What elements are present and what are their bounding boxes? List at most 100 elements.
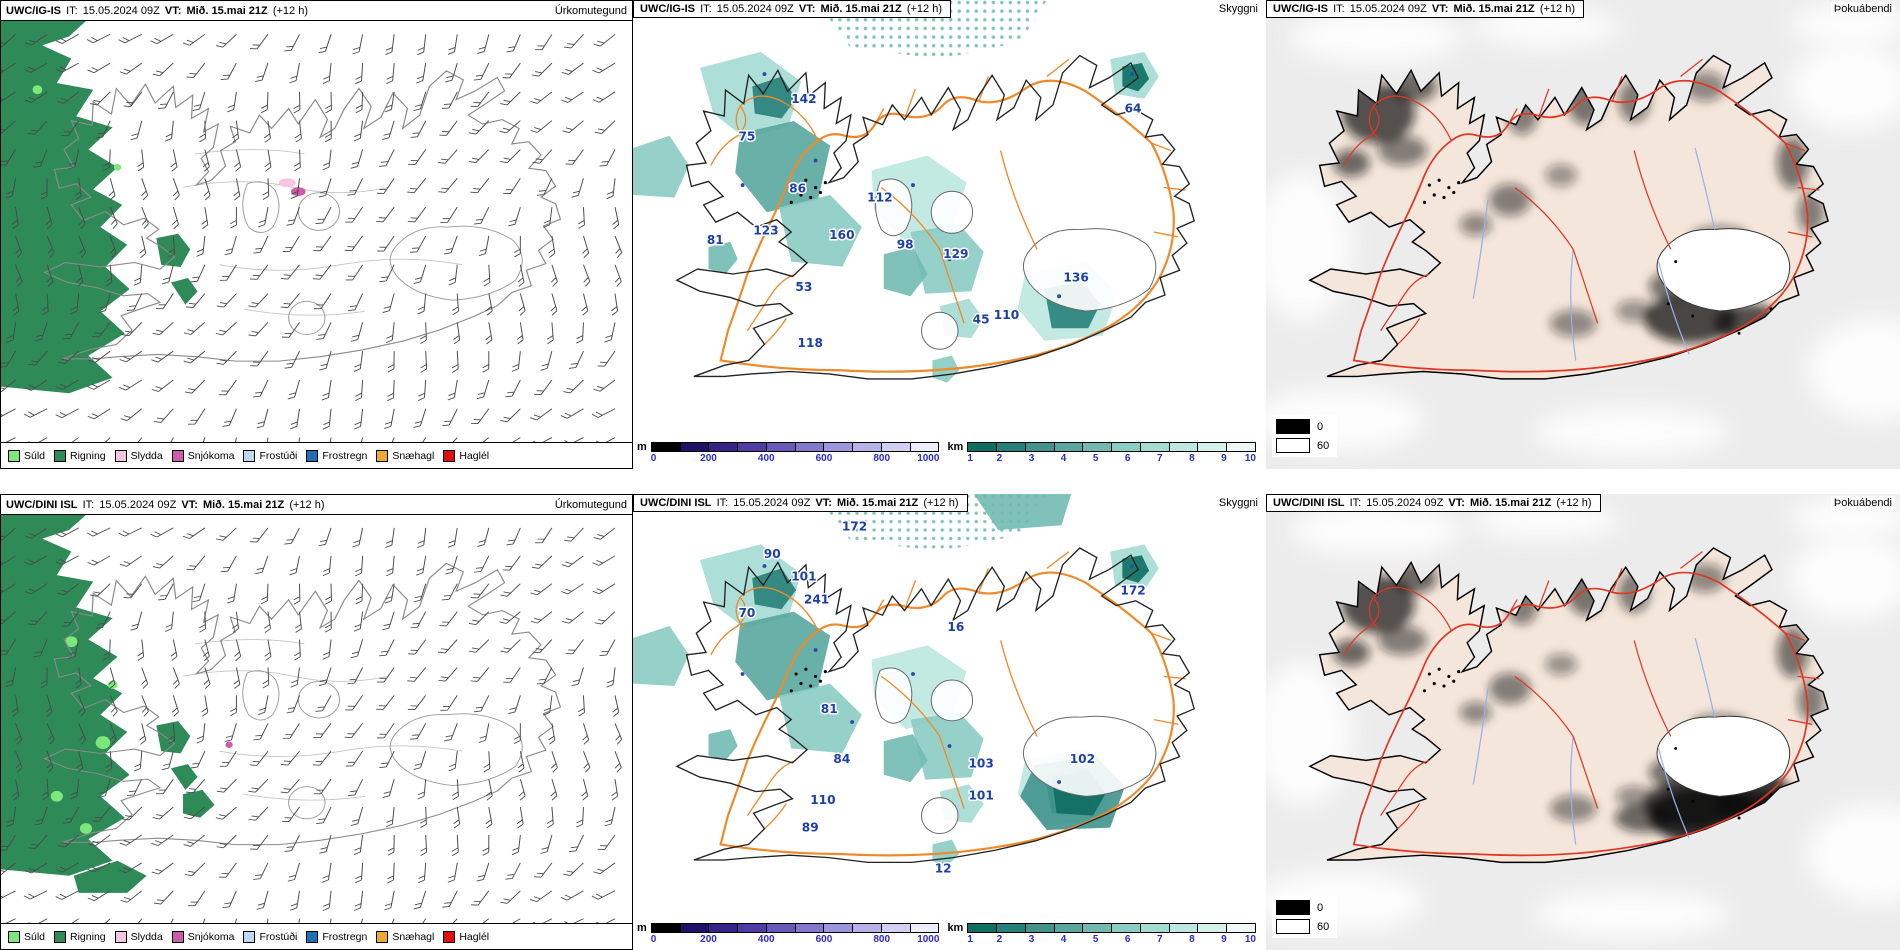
- legend-swatch: [443, 449, 456, 462]
- visibility-value: 112: [867, 191, 892, 205]
- scale-segment: [1111, 443, 1140, 451]
- legend-item: Frostregn: [306, 930, 368, 943]
- scale-segment: [794, 924, 824, 932]
- scale-ticks: 0 200 400 600 800 1000: [651, 933, 940, 947]
- visibility-value: 84: [833, 752, 850, 766]
- precip-legend: Súld Rigning Slydda Snjókoma Frostúði Frostre…: [1, 923, 632, 949]
- legend-item: Súld: [8, 930, 45, 943]
- model-name: UWC/DINI ISL: [640, 497, 712, 509]
- scale-unit-m: m: [637, 922, 647, 934]
- precip-map: [1, 21, 632, 442]
- scale-tick: 200: [700, 453, 717, 464]
- scale-tick: 200: [700, 934, 717, 945]
- scale-tick: 9: [1221, 453, 1227, 464]
- legend-item: Slydda: [114, 930, 163, 943]
- legend-label: Snæhagl: [392, 449, 435, 462]
- legend-swatch: [1276, 438, 1310, 453]
- panel-visibility-igis: 64 142 75 86 112 160 98 129 81 123 53 45 110 136 118 U…: [633, 0, 1266, 469]
- legend-label: Frostregn: [322, 449, 368, 462]
- legend-label: 60: [1317, 920, 1330, 933]
- legend-item: Snjókoma: [171, 930, 234, 943]
- scale-segments: [967, 923, 1256, 933]
- legend-item: 60: [1276, 438, 1329, 453]
- scale-segment: [852, 443, 881, 451]
- model-name: UWC/DINI ISL: [1273, 497, 1345, 509]
- scale-tick: 4: [1060, 934, 1067, 945]
- precip-map: [1, 515, 632, 923]
- scale-segments: [967, 442, 1256, 452]
- scale-tick: 9: [1221, 934, 1227, 945]
- legend-item: Haglél: [443, 930, 490, 943]
- it-label: IT:: [66, 4, 78, 17]
- scale-tick: 0: [650, 934, 657, 945]
- scale-segment: [1226, 443, 1255, 451]
- visibility-value: 142: [791, 92, 816, 106]
- scale-tick: 400: [757, 453, 775, 464]
- legend-swatch: [243, 930, 256, 943]
- legend-swatch: [243, 449, 256, 462]
- scale-segment: [1168, 924, 1198, 932]
- header-text: UWC/IG-IS IT: 15.05.2024 09Z VT: Mið. 15…: [6, 5, 310, 17]
- vt-label: VT:: [164, 4, 182, 17]
- scale-ticks: 1 2 3 4 5 6 7 8 9 10: [967, 933, 1256, 947]
- legend-swatch: [114, 449, 127, 462]
- lead-time: (+12 h): [923, 497, 959, 509]
- lead-time: (+12 h): [1556, 497, 1592, 509]
- panel-fog-igis: UWC/IG-IS IT: 15.05.2024 09Z VT: Mið. 15…: [1266, 0, 1900, 469]
- scale-tick: 3: [1028, 453, 1035, 464]
- product-label: Þokuábendi: [1830, 496, 1895, 510]
- model-name: UWC/IG-IS: [6, 4, 61, 17]
- header-text: UWC/DINI ISL IT: 15.05.2024 09Z VT: Mið.…: [6, 499, 327, 511]
- scale-tick: 800: [873, 934, 891, 945]
- legend-item: Snæhagl: [376, 930, 434, 943]
- scale-tick: 10: [1244, 934, 1256, 945]
- scale-segment: [968, 443, 997, 451]
- model-name: UWC/DINI ISL: [6, 498, 78, 511]
- scale-segment: [1053, 443, 1083, 451]
- vt-label: VT:: [815, 497, 832, 509]
- legend-item: Rigning: [54, 449, 106, 462]
- scale-tick: 5: [1092, 453, 1099, 464]
- scale-segment: [737, 443, 766, 451]
- scale-segment: [1111, 924, 1140, 932]
- vt-value: Mið. 15.mai 21Z: [836, 497, 919, 509]
- scale-segment: [823, 443, 853, 451]
- legend-label: Haglél: [459, 930, 490, 943]
- visibility-value: 16: [947, 620, 964, 634]
- scale-ticks: 1 2 3 4 5 6 7 8 9 10: [967, 452, 1256, 466]
- scale-segment: [708, 924, 738, 932]
- visibility-value: 98: [897, 237, 914, 251]
- scale-tick: 2: [996, 453, 1003, 464]
- scale-segment: [679, 924, 709, 932]
- legend-item: 0: [1276, 900, 1329, 915]
- scale-bar-m: 0 200 400 600 800 1000: [650, 442, 940, 468]
- legend-label: Slydda: [130, 930, 163, 943]
- visibility-value: 160: [829, 228, 854, 242]
- visibility-value: 101: [968, 789, 993, 803]
- it-value: 15.05.2024 09Z: [716, 3, 794, 15]
- it-value: 15.05.2024 09Z: [82, 4, 160, 17]
- scale-tick: 7: [1157, 934, 1163, 945]
- visibility-value: 12: [935, 862, 952, 876]
- panel-fog-dini: UWC/DINI ISL IT: 15.05.2024 09Z VT: Mið.…: [1266, 494, 1900, 950]
- legend-swatch: [54, 449, 67, 462]
- visibility-value: 70: [738, 606, 755, 620]
- panel-header: UWC/DINI ISL IT: 15.05.2024 09Z VT: Mið.…: [1, 495, 632, 515]
- scale-segment: [880, 443, 910, 451]
- it-value: 15.05.2024 09Z: [1366, 497, 1444, 509]
- scale-segments: [650, 442, 940, 452]
- panel-header: UWC/IG-IS IT: 15.05.2024 09Z VT: Mið. 15…: [1266, 0, 1584, 18]
- scale-segment: [1024, 443, 1054, 451]
- legend-item: Snæhagl: [376, 449, 435, 462]
- lead-time: (+12 h): [289, 498, 325, 511]
- panel-visibility-dini: 172 90 101 241 70 172 16 81 84 103 102 101 110 89 12 U…: [633, 494, 1266, 950]
- panel-header: UWC/IG-IS IT: 15.05.2024 09Z VT: Mið. 15…: [633, 0, 951, 18]
- visibility-value: 136: [1063, 270, 1088, 284]
- legend-label: Frostregn: [322, 930, 368, 943]
- vt-value: Mið. 15.mai 21Z: [186, 4, 268, 17]
- precip-map-svg: [1, 21, 632, 442]
- visibility-value: 172: [842, 520, 867, 534]
- scale-segment: [737, 924, 766, 932]
